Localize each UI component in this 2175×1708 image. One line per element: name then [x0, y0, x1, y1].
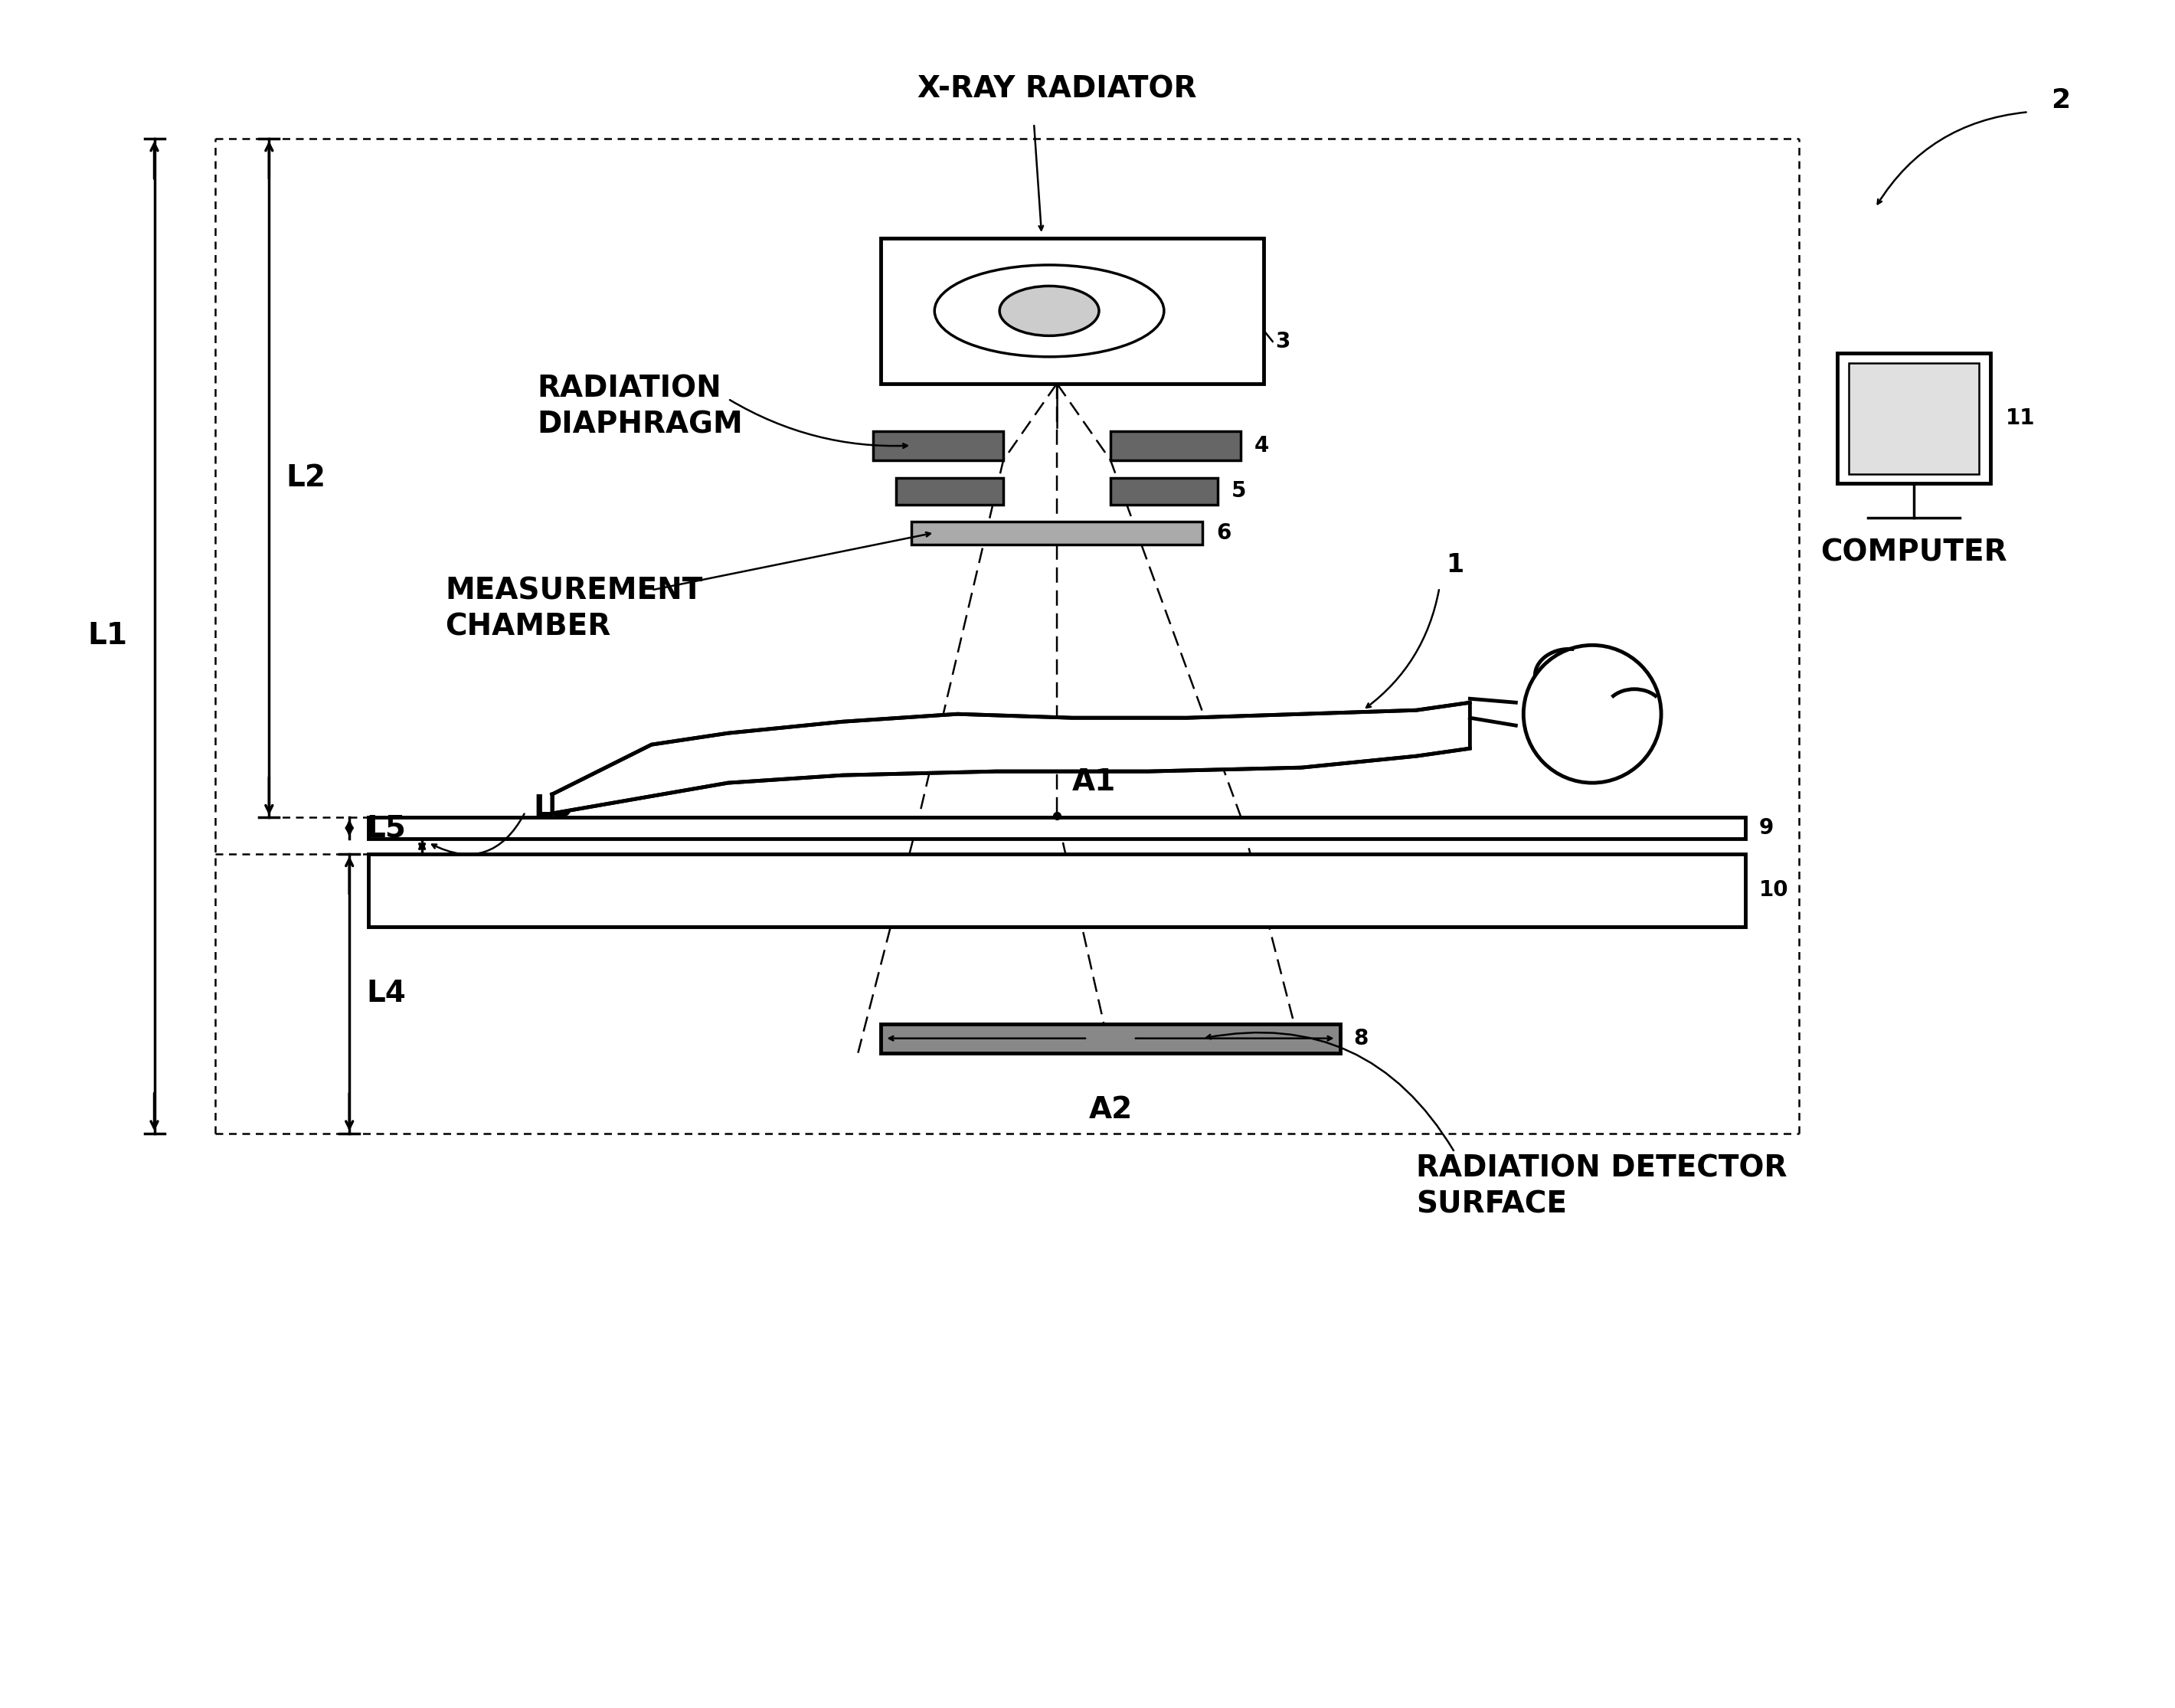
Text: COMPUTER: COMPUTER — [1820, 538, 2008, 567]
Bar — [368, 854, 1744, 927]
Ellipse shape — [1001, 285, 1098, 336]
Polygon shape — [552, 702, 1470, 813]
Bar — [911, 521, 1203, 545]
Bar — [1111, 478, 1218, 504]
Text: RADIATION DETECTOR
SURFACE: RADIATION DETECTOR SURFACE — [1416, 1155, 1788, 1220]
Text: 8: 8 — [1353, 1028, 1368, 1049]
Text: L4: L4 — [365, 979, 407, 1008]
Text: 10: 10 — [1760, 880, 1788, 902]
Text: L2: L2 — [285, 463, 326, 492]
Text: 2: 2 — [2051, 87, 2071, 113]
Bar — [1111, 430, 1240, 459]
Text: 9: 9 — [1760, 816, 1775, 839]
Text: 5: 5 — [1231, 480, 1246, 502]
Text: A2: A2 — [1088, 1095, 1133, 1124]
Text: A1: A1 — [1072, 767, 1116, 796]
Text: 11: 11 — [2005, 407, 2036, 429]
Bar — [896, 478, 1003, 504]
Text: X-RAY RADIATOR: X-RAY RADIATOR — [918, 75, 1196, 104]
Text: L1: L1 — [87, 622, 128, 651]
Text: MEASUREMENT
CHAMBER: MEASUREMENT CHAMBER — [446, 577, 703, 642]
Text: 6: 6 — [1216, 523, 1231, 543]
Bar — [874, 430, 1003, 459]
Bar — [1849, 362, 1979, 473]
Bar — [1838, 354, 1990, 483]
Text: 1: 1 — [1446, 553, 1464, 577]
Bar — [881, 237, 1264, 384]
Bar — [368, 818, 1744, 839]
Text: 4: 4 — [1255, 436, 1268, 456]
Text: RADIATION
DIAPHRAGM: RADIATION DIAPHRAGM — [537, 374, 742, 439]
Text: L5: L5 — [365, 813, 407, 842]
Text: 3: 3 — [1275, 331, 1290, 352]
Circle shape — [1522, 646, 1662, 782]
Text: L3: L3 — [533, 794, 572, 823]
Text: 7: 7 — [942, 734, 957, 755]
Ellipse shape — [935, 265, 1164, 357]
Bar — [881, 1023, 1340, 1052]
